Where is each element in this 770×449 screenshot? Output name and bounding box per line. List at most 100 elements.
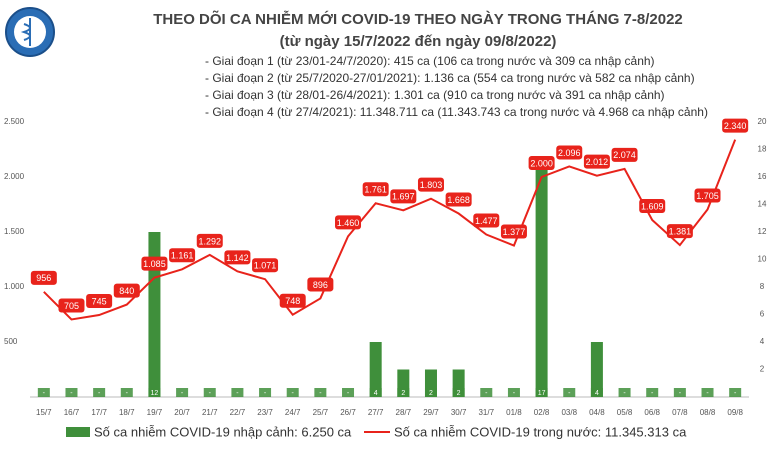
y-tick-label: 2.000 <box>4 172 25 181</box>
line <box>43 139 737 321</box>
y2-tick-label: 14 <box>758 200 767 209</box>
bar-label-box <box>93 388 106 397</box>
bar-label-box <box>369 388 382 397</box>
value-label-box <box>252 258 279 273</box>
y2-tick-label: 8 <box>760 282 765 291</box>
bar-label: 4 <box>595 390 599 397</box>
bar-label: - <box>70 390 73 397</box>
bar-label-box <box>452 388 465 397</box>
value-label-box <box>86 294 113 309</box>
value-label: 748 <box>285 296 300 306</box>
x-tick-label: 26/7 <box>340 408 356 417</box>
bar-label-box <box>673 388 686 397</box>
bar-label-box <box>176 388 189 397</box>
y2-tick-label: 18 <box>758 145 767 154</box>
bar <box>148 232 161 397</box>
annotation: - Giai đoạn 1 (từ 23/01-24/7/2020): 415 … <box>205 54 655 68</box>
value-label: 1.377 <box>503 227 526 237</box>
bar-label-box <box>701 388 714 397</box>
bar-label: - <box>485 390 488 397</box>
value-label-box <box>445 192 472 207</box>
x-tick-label: 18/7 <box>119 408 135 417</box>
value-label: 1.071 <box>254 261 277 271</box>
value-label: 1.761 <box>364 185 387 195</box>
x-tick-label: 27/7 <box>368 408 384 417</box>
value-label-box <box>58 298 85 313</box>
y-tick-label: 500 <box>4 337 18 346</box>
value-label-box <box>169 248 196 263</box>
value-label-box <box>224 250 251 265</box>
value-label-box <box>196 233 223 248</box>
value-label: 1.697 <box>392 192 415 202</box>
bar-label-box <box>729 388 742 397</box>
annotation: - Giai đoạn 2 (từ 25/7/2020-27/01/2021):… <box>205 71 695 85</box>
value-label: 896 <box>313 280 328 290</box>
value-label-box <box>611 147 638 162</box>
subtitle: (từ ngày 15/7/2022 đến ngày 09/8/2022) <box>280 33 557 50</box>
value-label: 705 <box>64 301 79 311</box>
x-tick-label: 09/8 <box>727 408 743 417</box>
value-label-box <box>113 283 140 298</box>
bar-label: - <box>734 390 737 397</box>
x-tick-label: 05/8 <box>617 408 633 417</box>
bar-label: - <box>623 390 626 397</box>
value-label-box <box>639 199 666 214</box>
bar-label: - <box>679 390 682 397</box>
bar-label: - <box>209 390 212 397</box>
x-tick-label: 24/7 <box>285 408 301 417</box>
bar <box>535 163 548 397</box>
bar-label: - <box>513 390 516 397</box>
value-label: 2.000 <box>530 158 553 168</box>
value-label: 1.668 <box>447 195 470 205</box>
y2-tick-label: 16 <box>758 172 767 181</box>
y2-tick-label: 20 <box>758 117 767 126</box>
bar-label: - <box>706 390 709 397</box>
bar-label: - <box>568 390 571 397</box>
value-label: 1.460 <box>337 218 360 228</box>
bar-label: - <box>651 390 654 397</box>
x-tick-label: 17/7 <box>91 408 107 417</box>
value-label: 1.085 <box>143 259 166 269</box>
x-tick-label: 16/7 <box>64 408 80 417</box>
x-tick-label: 25/7 <box>313 408 329 417</box>
bar-label-box <box>259 388 272 397</box>
bar-label: - <box>319 390 322 397</box>
bar-label-box <box>563 388 576 397</box>
value-label: 2.096 <box>558 148 581 158</box>
bar-label: 2 <box>457 390 461 397</box>
value-label: 1.609 <box>641 201 664 211</box>
x-tick-label: 07/8 <box>672 408 688 417</box>
x-tick-label: 29/7 <box>423 408 439 417</box>
value-label-box <box>362 182 389 197</box>
value-label: 1.477 <box>475 216 498 226</box>
bar-label-box <box>507 388 520 397</box>
value-label: 1.381 <box>669 226 692 236</box>
bar-label-box <box>37 388 50 397</box>
value-label-box <box>722 118 749 133</box>
bar-label-box <box>286 388 299 397</box>
value-label-box <box>335 215 362 230</box>
bar-label-box <box>424 388 437 397</box>
bar-label: 2 <box>401 390 405 397</box>
y-tick-label: 1.000 <box>4 282 25 291</box>
value-label-box <box>307 277 334 292</box>
x-tick-label: 15/7 <box>36 408 52 417</box>
bar-label: - <box>126 390 129 397</box>
bar-label: - <box>292 390 295 397</box>
value-label: 1.803 <box>420 180 443 190</box>
value-label: 1.142 <box>226 253 249 263</box>
bar-label-box <box>535 388 548 397</box>
bar-label-box <box>618 388 631 397</box>
value-label-box <box>500 224 527 239</box>
x-tick-label: 30/7 <box>451 408 467 417</box>
y2-tick-label: 10 <box>758 255 767 264</box>
bar <box>590 342 603 397</box>
bar-label-box <box>646 388 659 397</box>
bar <box>369 342 382 397</box>
bar-label: - <box>181 390 184 397</box>
value-label-box <box>583 154 610 169</box>
value-label: 1.705 <box>696 191 719 201</box>
x-tick-label: 03/8 <box>561 408 577 417</box>
x-tick-label: 19/7 <box>147 408 163 417</box>
legend-label: Số ca nhiễm COVID-19 nhập cảnh: 6.250 ca <box>94 424 352 439</box>
